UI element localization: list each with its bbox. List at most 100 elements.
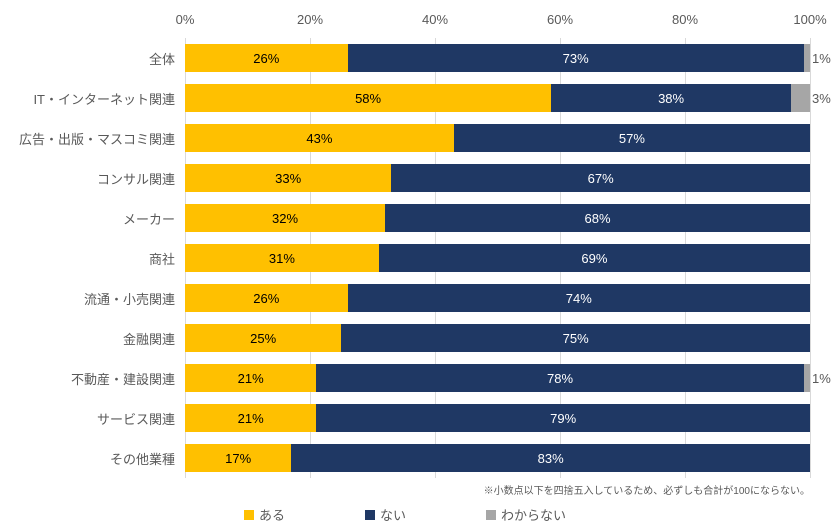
bar-segment-aru: 26% [185, 44, 348, 72]
bar-segment-nai: 83% [291, 444, 810, 472]
stacked-bar-chart: 0%20%40%60%80%100% 全体26%73%1%IT・インターネット関… [0, 0, 840, 527]
legend-item-wakaranai: わからない [486, 505, 566, 524]
bar-segment-nai: 73% [348, 44, 804, 72]
bar-value-label: 25% [250, 331, 276, 346]
bar-value-label: 31% [269, 251, 295, 266]
category-label: 不動産・建設関連 [0, 369, 185, 388]
bar-segment-wakaranai: 3% [791, 84, 810, 112]
bar-row: その他業種 17% 83% [0, 438, 810, 478]
bar-row: サービス関連 21% 79% [0, 398, 810, 438]
footnote: ※小数点以下を四捨五入しているため、必ずしも合計が100にならない。 [0, 478, 810, 499]
legend-label: わからない [501, 505, 566, 524]
bar-row: 流通・小売関連 26% 74% [0, 278, 810, 318]
bar-segment-nai: 38% [551, 84, 791, 112]
plot-area: 全体26%73%1%IT・インターネット関連58%38%3%広告・出版・マスコミ… [0, 38, 810, 478]
bar-value-label: 57% [619, 131, 645, 146]
bar-segment-nai: 68% [385, 204, 810, 232]
bar-segment-nai: 57% [454, 124, 810, 152]
bar-row: 金融関連 25% 75% [0, 318, 810, 358]
bar-value-label: 38% [658, 91, 684, 106]
bar-segment-aru: 21% [185, 404, 316, 432]
legend-swatch [365, 510, 375, 520]
bar-value-label: 26% [253, 291, 279, 306]
x-tick: 100% [793, 12, 826, 27]
x-tick: 20% [297, 12, 323, 27]
bar-track: 21% 79% [185, 404, 810, 432]
bar-track: 31% 69% [185, 244, 810, 272]
bar-segment-nai: 75% [341, 324, 810, 352]
category-label: コンサル関連 [0, 169, 185, 188]
bar-segment-aru: 43% [185, 124, 454, 152]
bar-row: 全体26%73%1% [0, 38, 810, 78]
bar-segment-aru: 33% [185, 164, 391, 192]
bar-value-label: 75% [563, 331, 589, 346]
bar-segment-aru: 31% [185, 244, 379, 272]
category-label: 金融関連 [0, 329, 185, 348]
legend-label: ない [380, 505, 406, 524]
legend-swatch [244, 510, 254, 520]
bar-segment-nai: 69% [379, 244, 810, 272]
bar-value-label: 43% [306, 131, 332, 146]
bar-segment-nai: 74% [348, 284, 811, 312]
bar-value-label: 79% [550, 411, 576, 426]
legend-item-aru: ある [244, 505, 285, 524]
bar-row: メーカー 32% 68% [0, 198, 810, 238]
bar-value-label: 26% [253, 51, 279, 66]
bar-value-label: 1% [812, 371, 831, 386]
x-tick: 0% [176, 12, 195, 27]
bar-value-label: 78% [547, 371, 573, 386]
bar-track: 17% 83% [185, 444, 810, 472]
bar-segment-nai: 78% [316, 364, 804, 392]
bar-value-label: 32% [272, 211, 298, 226]
bar-value-label: 17% [225, 451, 251, 466]
bar-segment-aru: 21% [185, 364, 316, 392]
bar-track: 21% 78% 1% [185, 364, 810, 392]
legend-label: ある [259, 505, 285, 524]
bar-value-label: 68% [584, 211, 610, 226]
bar-row: 広告・出版・マスコミ関連 43% 57% [0, 118, 810, 158]
bar-segment-wakaranai: 1% [804, 364, 810, 392]
legend-swatch [486, 510, 496, 520]
bar-value-label: 21% [238, 371, 264, 386]
bar-track: 58% 38% 3% [185, 84, 810, 112]
bar-track: 32% 68% [185, 204, 810, 232]
legend-item-nai: ない [365, 505, 406, 524]
category-label: その他業種 [0, 449, 185, 468]
bar-value-label: 69% [581, 251, 607, 266]
bar-segment-aru: 25% [185, 324, 341, 352]
x-tick: 40% [422, 12, 448, 27]
bar-value-label: 74% [566, 291, 592, 306]
bar-track: 33% 67% [185, 164, 810, 192]
legend: ある ない わからない [0, 499, 810, 524]
bar-value-label: 58% [355, 91, 381, 106]
bar-segment-aru: 58% [185, 84, 551, 112]
category-label: サービス関連 [0, 409, 185, 428]
bar-track: 26% 74% [185, 284, 810, 312]
bar-value-label: 83% [538, 451, 564, 466]
bar-value-label: 67% [588, 171, 614, 186]
category-label: 広告・出版・マスコミ関連 [0, 129, 185, 148]
bar-segment-nai: 79% [316, 404, 810, 432]
category-label: 商社 [0, 249, 185, 268]
bar-row: IT・インターネット関連 58% 38% 3% [0, 78, 810, 118]
bar-value-label: 21% [238, 411, 264, 426]
bar-track: 25% 75% [185, 324, 810, 352]
bar-value-label: 1% [812, 51, 831, 66]
bar-value-label: 3% [812, 91, 831, 106]
x-tick: 80% [672, 12, 698, 27]
x-tick: 60% [547, 12, 573, 27]
bar-segment-aru: 32% [185, 204, 385, 232]
bar-row: 不動産・建設関連 21% 78% 1% [0, 358, 810, 398]
bar-track: 26% 73% 1% [185, 44, 810, 72]
category-label: 流通・小売関連 [0, 289, 185, 308]
category-label: IT・インターネット関連 [0, 89, 185, 108]
x-axis: 0%20%40%60%80%100% [0, 8, 810, 38]
bar-segment-wakaranai: 1% [804, 44, 810, 72]
bar-segment-nai: 67% [391, 164, 810, 192]
bar-value-label: 73% [563, 51, 589, 66]
bar-row: 商社 31% 69% [0, 238, 810, 278]
bar-row: コンサル関連33% 67% [0, 158, 810, 198]
bar-segment-aru: 17% [185, 444, 291, 472]
bar-segment-aru: 26% [185, 284, 348, 312]
category-label: メーカー [0, 209, 185, 228]
